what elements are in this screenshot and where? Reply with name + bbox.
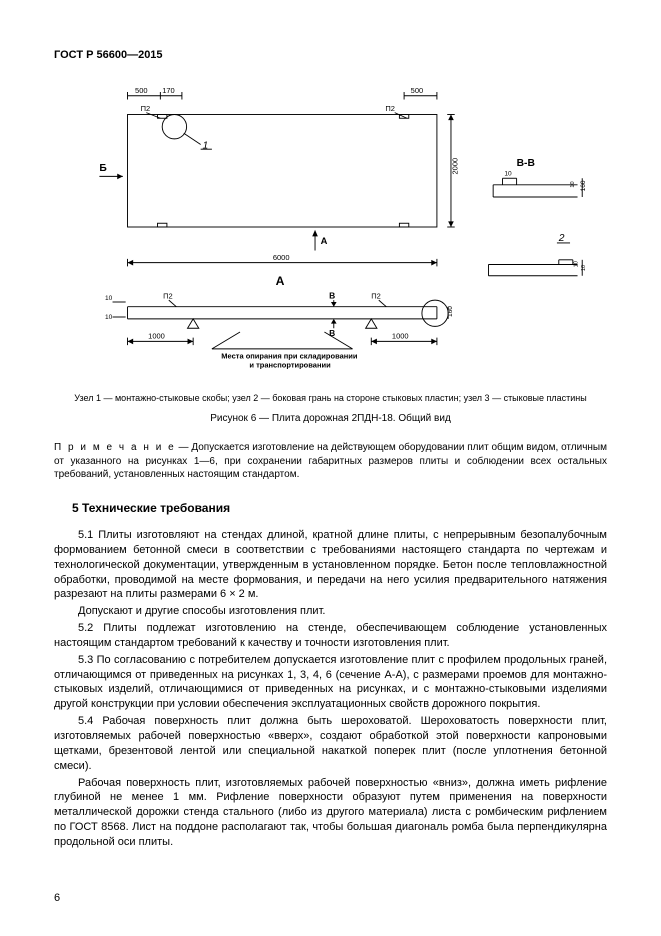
elev-p2-l: П2 xyxy=(163,291,173,300)
elev-b-top: В xyxy=(329,290,335,300)
section-5-heading: 5 Технические требования xyxy=(72,500,607,516)
note-label: П р и м е ч а н и е xyxy=(54,442,176,453)
paragraph-5-1b: Допускают и другие способы изготовления … xyxy=(54,604,607,619)
paragraph-5-4: 5.4 Рабочая поверхность плит должна быть… xyxy=(54,714,607,773)
p2-label-tl: П2 xyxy=(141,104,151,113)
node2-dim-10a: 10 xyxy=(581,265,587,271)
figure-nodes-legend: Узел 1 — монтажно-стыковые скобы; узел 2… xyxy=(54,392,607,404)
letter-b-left: Б xyxy=(99,163,107,174)
node2-dim-10b: 10 xyxy=(574,261,580,267)
node-2-marker: 2 xyxy=(558,233,565,244)
elev-dim-10a: 10 xyxy=(105,295,113,302)
bb-dim-160: 160 xyxy=(580,180,587,191)
page: ГОСТ Р 56600—2015 500 170 xyxy=(0,0,661,936)
bb-dim-10: 10 xyxy=(504,170,512,177)
support-note-2: и транспортировании xyxy=(249,360,331,369)
dim-6000: 6000 xyxy=(273,253,290,262)
dim-500-right: 500 xyxy=(411,86,424,95)
dim-2000: 2000 xyxy=(451,158,460,175)
figure-caption: Рисунок 6 — Плита дорожная 2ПДН-18. Общи… xyxy=(54,412,607,426)
svg-text:10: 10 xyxy=(570,181,576,187)
elev-p2-r: П2 xyxy=(371,291,381,300)
paragraph-5-4b: Рабочая поверхность плит, изготовляемых … xyxy=(54,776,607,850)
note-block: П р и м е ч а н и е — Допускается изгото… xyxy=(54,441,607,482)
p2-label-tr: П2 xyxy=(385,104,395,113)
support-note-1: Места опирания при складировании xyxy=(221,351,358,360)
elev-dim-10b: 10 xyxy=(105,314,113,321)
paragraph-5-3: 5.3 По согласованию с потребителем допус… xyxy=(54,653,607,712)
figure-6: 500 170 500 П2 П2 xyxy=(54,77,607,382)
letter-a-arrow: А xyxy=(321,236,328,246)
paragraph-5-1: 5.1 Плиты изготовляют на стендах длиной,… xyxy=(54,528,607,602)
dim-170: 170 xyxy=(162,86,175,95)
dim-500-left: 500 xyxy=(135,86,148,95)
page-number: 6 xyxy=(54,891,60,906)
dim-1000-l: 1000 xyxy=(148,331,165,340)
standard-code: ГОСТ Р 56600—2015 xyxy=(54,48,607,63)
dim-1000-r: 1000 xyxy=(392,331,409,340)
letter-a-bottom: А xyxy=(276,274,285,288)
figure-svg: 500 170 500 П2 П2 xyxy=(54,77,607,377)
paragraph-5-2: 5.2 Плиты подлежат изготовлению на стенд… xyxy=(54,621,607,651)
section-bb-title: В-В xyxy=(517,158,535,169)
